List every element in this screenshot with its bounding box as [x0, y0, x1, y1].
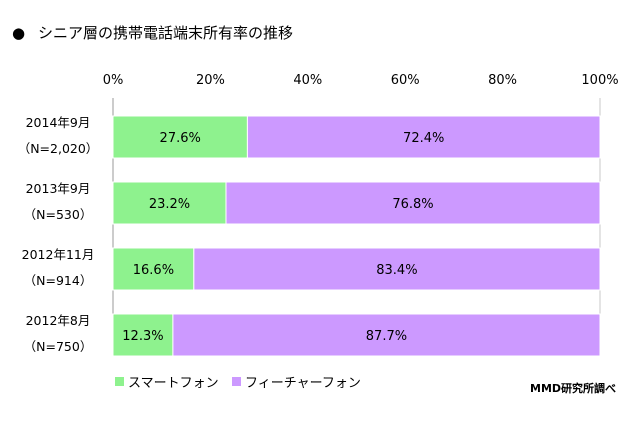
category-sublabel: （N=2,020）: [18, 141, 99, 156]
x-tick-label: 40%: [293, 73, 322, 88]
bar-segment-featurephone: [225, 181, 601, 225]
legend-label: スマートフォン: [128, 376, 219, 391]
data-label: 16.6%: [133, 263, 174, 278]
data-label: 72.4%: [403, 131, 444, 146]
bars: 27.6% 72.4% 23.2% 76.8% 16.6% 83.4% 12.3% 87.7%: [112, 115, 601, 357]
x-tick-label: 80%: [488, 73, 517, 88]
category-sublabel: （N=914）: [24, 273, 93, 288]
bar-segment-featurephone: [172, 313, 601, 357]
data-label: 12.3%: [122, 329, 163, 344]
x-tick-label: 20%: [196, 73, 225, 88]
category-sublabel: （N=530）: [24, 207, 93, 222]
bar-segment-featurephone: [246, 115, 601, 159]
title-bullet: ●: [12, 24, 25, 42]
data-label: 87.7%: [366, 329, 407, 344]
chart-title-group: ● シニア層の携帯電話端末所有率の推移: [12, 24, 293, 42]
x-tick-label: 100%: [581, 73, 618, 88]
x-tick-label: 0%: [103, 73, 124, 88]
x-axis: 0% 20% 40% 60% 80% 100%: [103, 73, 619, 88]
data-label: 27.6%: [160, 131, 201, 146]
category-label: 2012年11月: [22, 247, 95, 262]
chart-title: シニア層の携帯電話端末所有率の推移: [38, 24, 293, 42]
category-labels: 2014年9月 （N=2,020） 2013年9月 （N=530） 2012年11月 （N…: [18, 115, 99, 354]
data-label: 23.2%: [149, 197, 190, 212]
bar-segment-smartphone: [112, 181, 227, 225]
x-tick-label: 60%: [391, 73, 420, 88]
bar-segment-smartphone: [112, 115, 248, 159]
legend-swatch: [232, 377, 241, 386]
category-label: 2013年9月: [26, 181, 91, 196]
legend-label: フィーチャーフォン: [245, 376, 361, 391]
legend: スマートフォン フィーチャーフォン: [115, 376, 361, 391]
bar-segment-featurephone: [193, 247, 601, 291]
data-label: 83.4%: [376, 263, 417, 278]
legend-swatch: [115, 377, 124, 386]
category-label: 2014年9月: [26, 115, 91, 130]
data-label: 76.8%: [392, 197, 433, 212]
bar-segment-smartphone: [112, 313, 174, 357]
source-note: MMD研究所調べ: [530, 381, 616, 395]
category-sublabel: （N=750）: [24, 339, 93, 354]
category-label: 2012年8月: [26, 313, 91, 328]
